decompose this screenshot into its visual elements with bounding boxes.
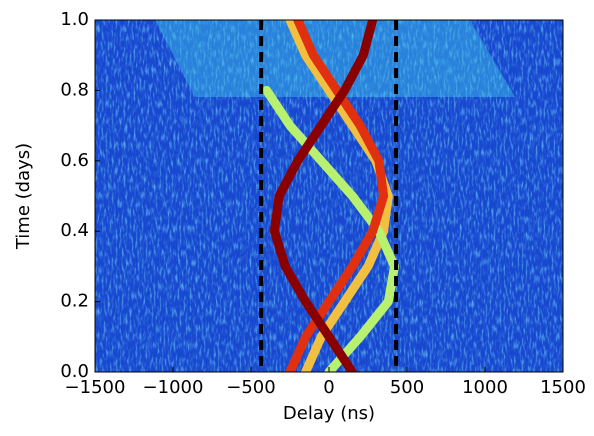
x-tick-label: 1500: [540, 377, 586, 398]
y-tick-label: 0.6: [60, 150, 89, 171]
track: [285, 20, 389, 372]
x-tick-label: −1500: [65, 377, 126, 398]
y-tick-label: 0.2: [60, 291, 89, 312]
y-tick-label: 0.8: [60, 79, 89, 100]
x-tick-label: −500: [226, 377, 275, 398]
y-axis-label: Time (days): [13, 143, 34, 250]
x-tick-label: 0: [323, 377, 334, 398]
y-tick-label: 1.0: [60, 9, 89, 30]
y-tick-label: 0.4: [60, 220, 89, 241]
track: [285, 20, 393, 372]
track: [269, 20, 378, 372]
x-tick-label: 500: [390, 377, 424, 398]
bright-band: [155, 20, 515, 97]
tracks: [262, 20, 399, 372]
x-axis-label: Delay (ns): [283, 403, 375, 424]
x-tick-label: −1000: [143, 377, 204, 398]
x-tick-label: 1000: [462, 377, 508, 398]
y-tick-label: 0.0: [60, 361, 89, 382]
track: [262, 85, 399, 372]
